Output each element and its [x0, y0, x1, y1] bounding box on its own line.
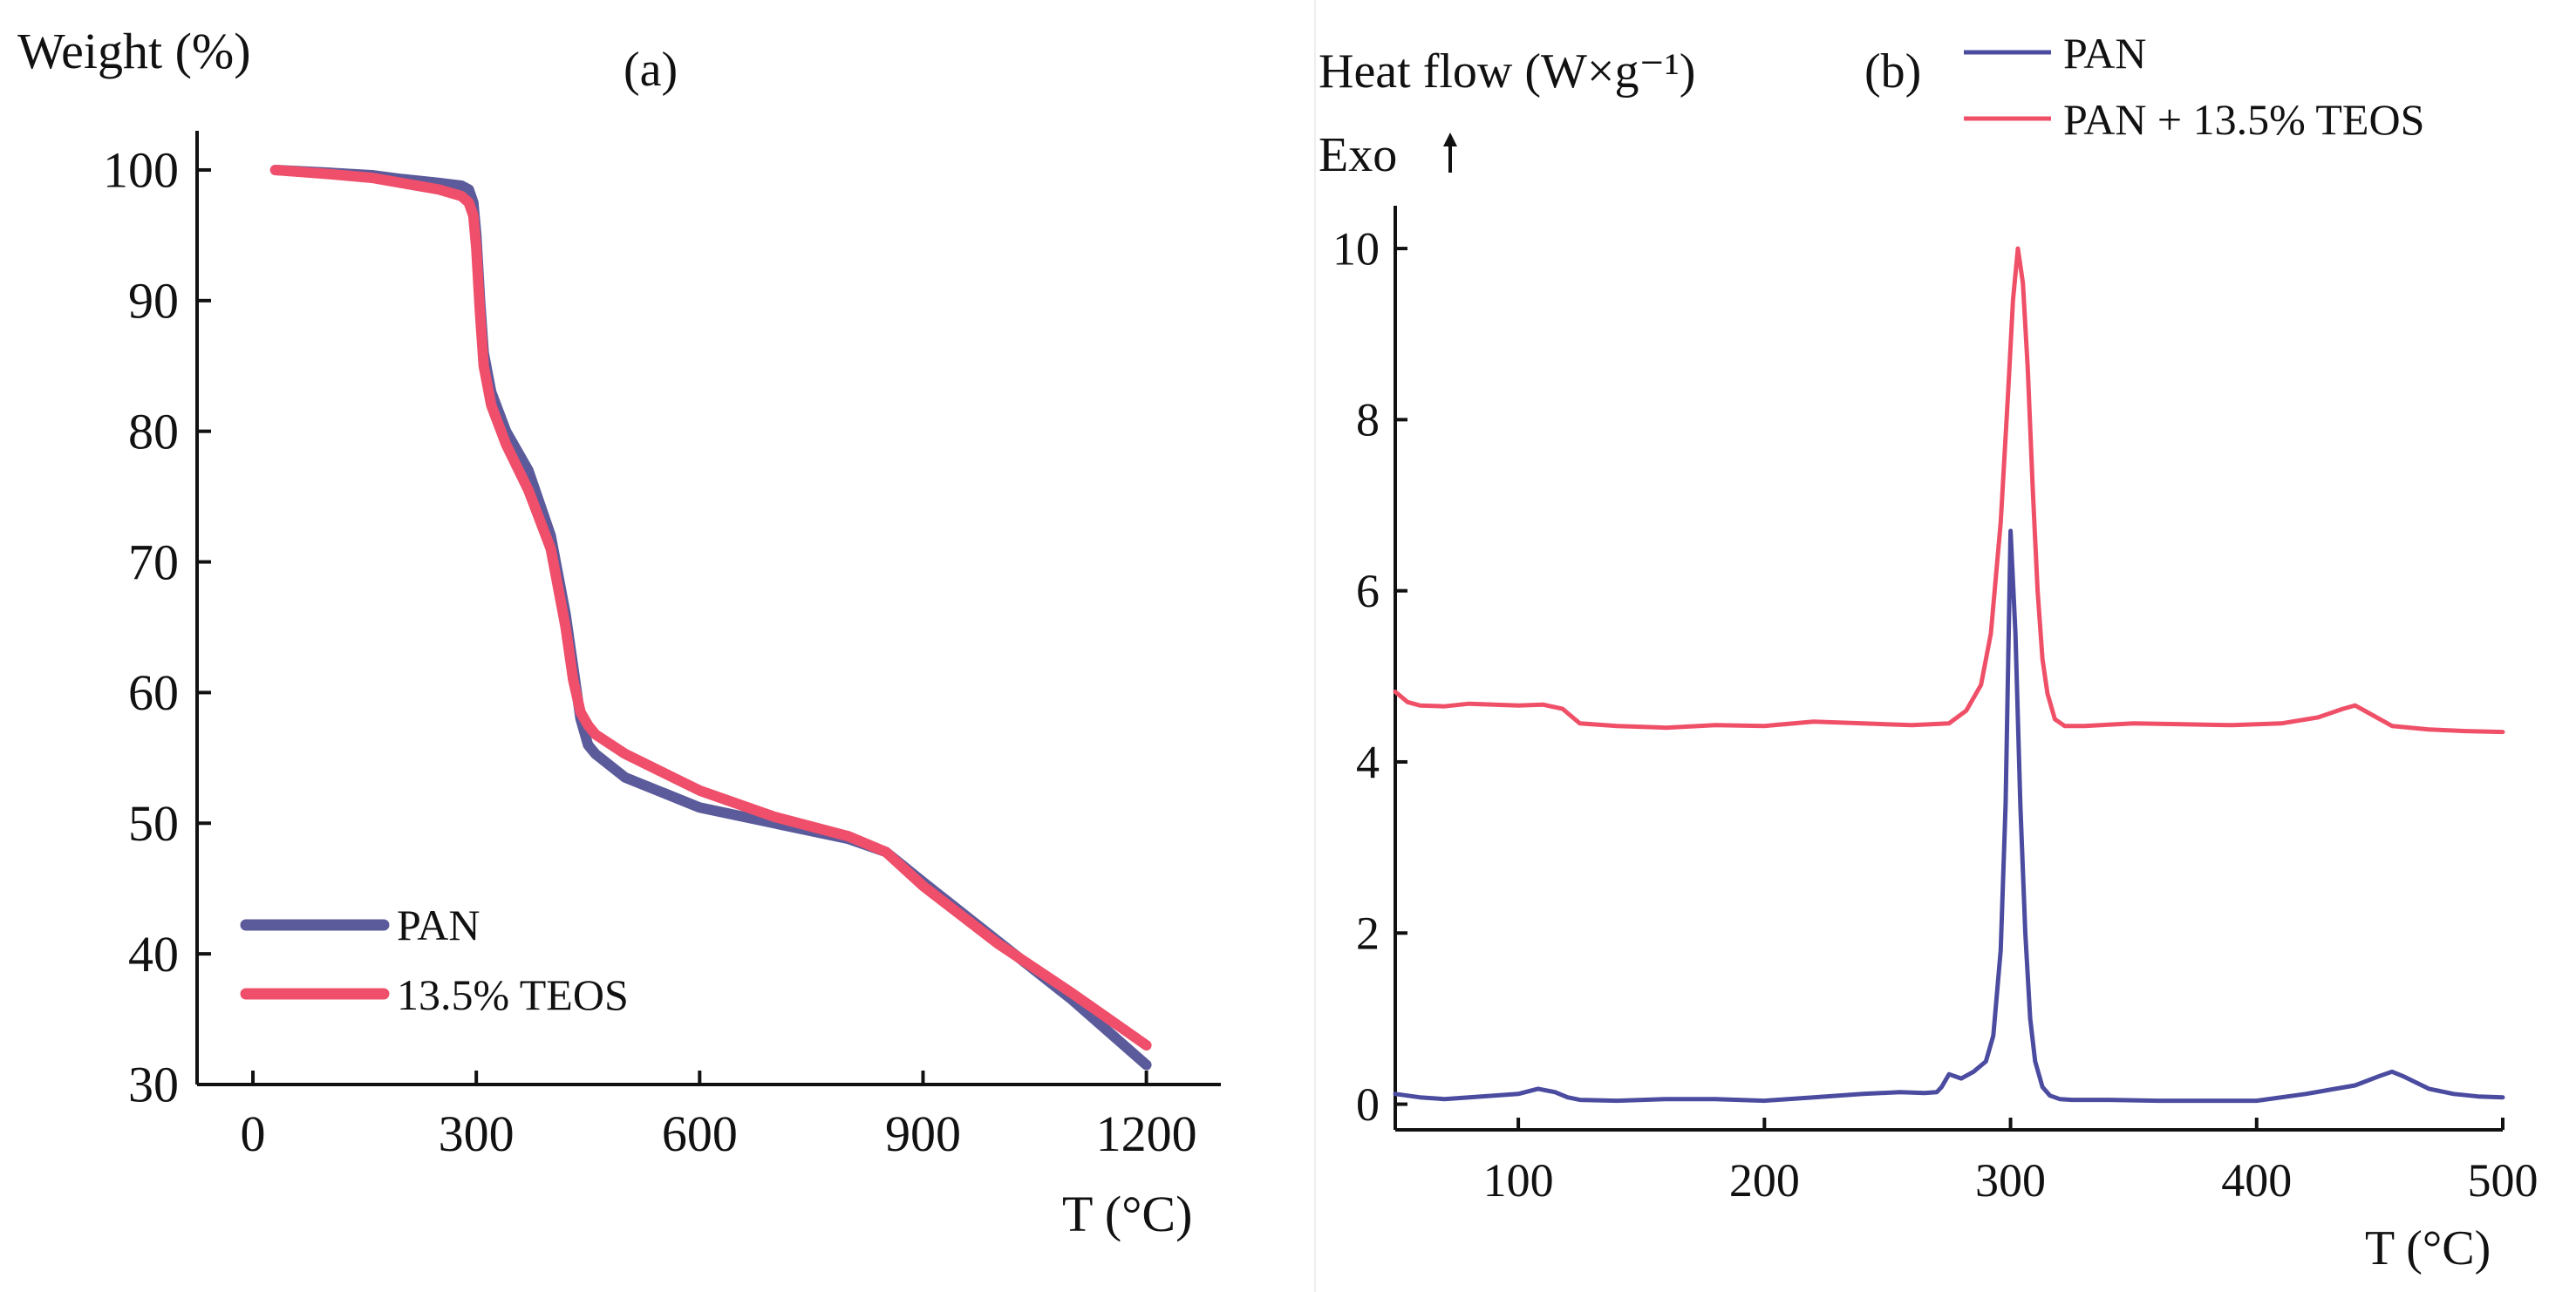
panel-a-y-tick-label: 70 [128, 534, 179, 590]
panel-b-y-tick-label: 8 [1356, 394, 1380, 446]
panel-b-x-tick-label: 400 [2221, 1154, 2292, 1207]
panel-b-y-tick-label: 0 [1356, 1078, 1380, 1131]
panel-a-x-ticks: 0 300 600 900 1200 [241, 1071, 1197, 1162]
panel-b-y-tick-label: 10 [1332, 222, 1380, 275]
panel-a-y-tick-label: 100 [103, 142, 179, 199]
panel-b-axes [1394, 206, 2503, 1132]
panel-b-legend-label-pan: PAN [2063, 29, 2146, 78]
panel-a-label: (a) [624, 43, 678, 97]
panel-a-legend-label-teos: 13.5% TEOS [397, 970, 629, 1019]
panel-a-legend-label-pan: PAN [397, 901, 480, 949]
panel-a-y-tick-label: 40 [128, 926, 179, 983]
panel-b-series-line-pan [1393, 528, 2505, 1104]
panel-a-y-tick-label: 80 [128, 403, 179, 459]
panel-a-series [269, 165, 1152, 1071]
panel-a-y-tick-label: 30 [128, 1057, 179, 1113]
panel-b-y-tick-label: 2 [1356, 908, 1380, 960]
panel-b-x-ticks: 100 200 300 400 500 [1483, 1118, 2539, 1207]
panel-b-ylabel: Heat flow (W×g⁻¹) [1319, 44, 1695, 99]
panel-b-y-tick-label: 4 [1356, 736, 1380, 788]
panel-b-xlabel: T (°C) [2365, 1221, 2491, 1275]
panel-a-axes [195, 131, 1221, 1086]
panel-b-label: (b) [1864, 44, 1921, 99]
panel-a-y-tick-label: 90 [128, 273, 179, 330]
panel-b-legend-label-teos: PAN + 13.5% TEOS [2063, 95, 2424, 144]
panel-a-x-tick-label: 1200 [1096, 1105, 1197, 1162]
panel-a-y-tick-label: 50 [128, 795, 179, 852]
panel-a-series-line-teos [269, 165, 1152, 1051]
panel-a-x-tick-label: 600 [662, 1105, 738, 1162]
panel-a-x-tick-label: 300 [439, 1105, 515, 1162]
panel-a-y-tick-label: 60 [128, 664, 179, 721]
panel-b-x-tick-label: 500 [2468, 1154, 2539, 1207]
panel-a-x-tick-label: 0 [241, 1105, 266, 1162]
panel-a-legend: PAN 13.5% TEOS [240, 901, 629, 1019]
panel-b-y-tick-label: 6 [1356, 565, 1380, 617]
panel-b-series [1393, 246, 2505, 1104]
panel-b-exo-label: Exo [1319, 128, 1397, 182]
panel-a-xlabel: T (°C) [1062, 1186, 1192, 1242]
exo-arrow-icon [1443, 133, 1457, 173]
panel-a-x-tick-label: 900 [885, 1105, 961, 1162]
panel-b-x-tick-label: 300 [1975, 1154, 2046, 1207]
panel-a: Weight (%) (a) 30 40 50 60 70 80 90 100 0 300 600… [17, 23, 1221, 1242]
panel-b-legend: PAN PAN + 13.5% TEOS [1964, 29, 2424, 144]
panel-a-ylabel: Weight (%) [17, 23, 251, 79]
panel-b-x-tick-label: 100 [1483, 1154, 1554, 1207]
panel-b-y-ticks: 0 2 4 6 8 10 [1332, 222, 1407, 1131]
panel-a-y-ticks: 30 40 50 60 70 80 90 100 [103, 142, 211, 1113]
panel-b: Heat flow (W×g⁻¹) (b) Exo PAN PAN + 13.5… [1319, 29, 2539, 1275]
panel-b-x-tick-label: 200 [1729, 1154, 1800, 1207]
panel-b-series-line-teos [1393, 246, 2505, 735]
